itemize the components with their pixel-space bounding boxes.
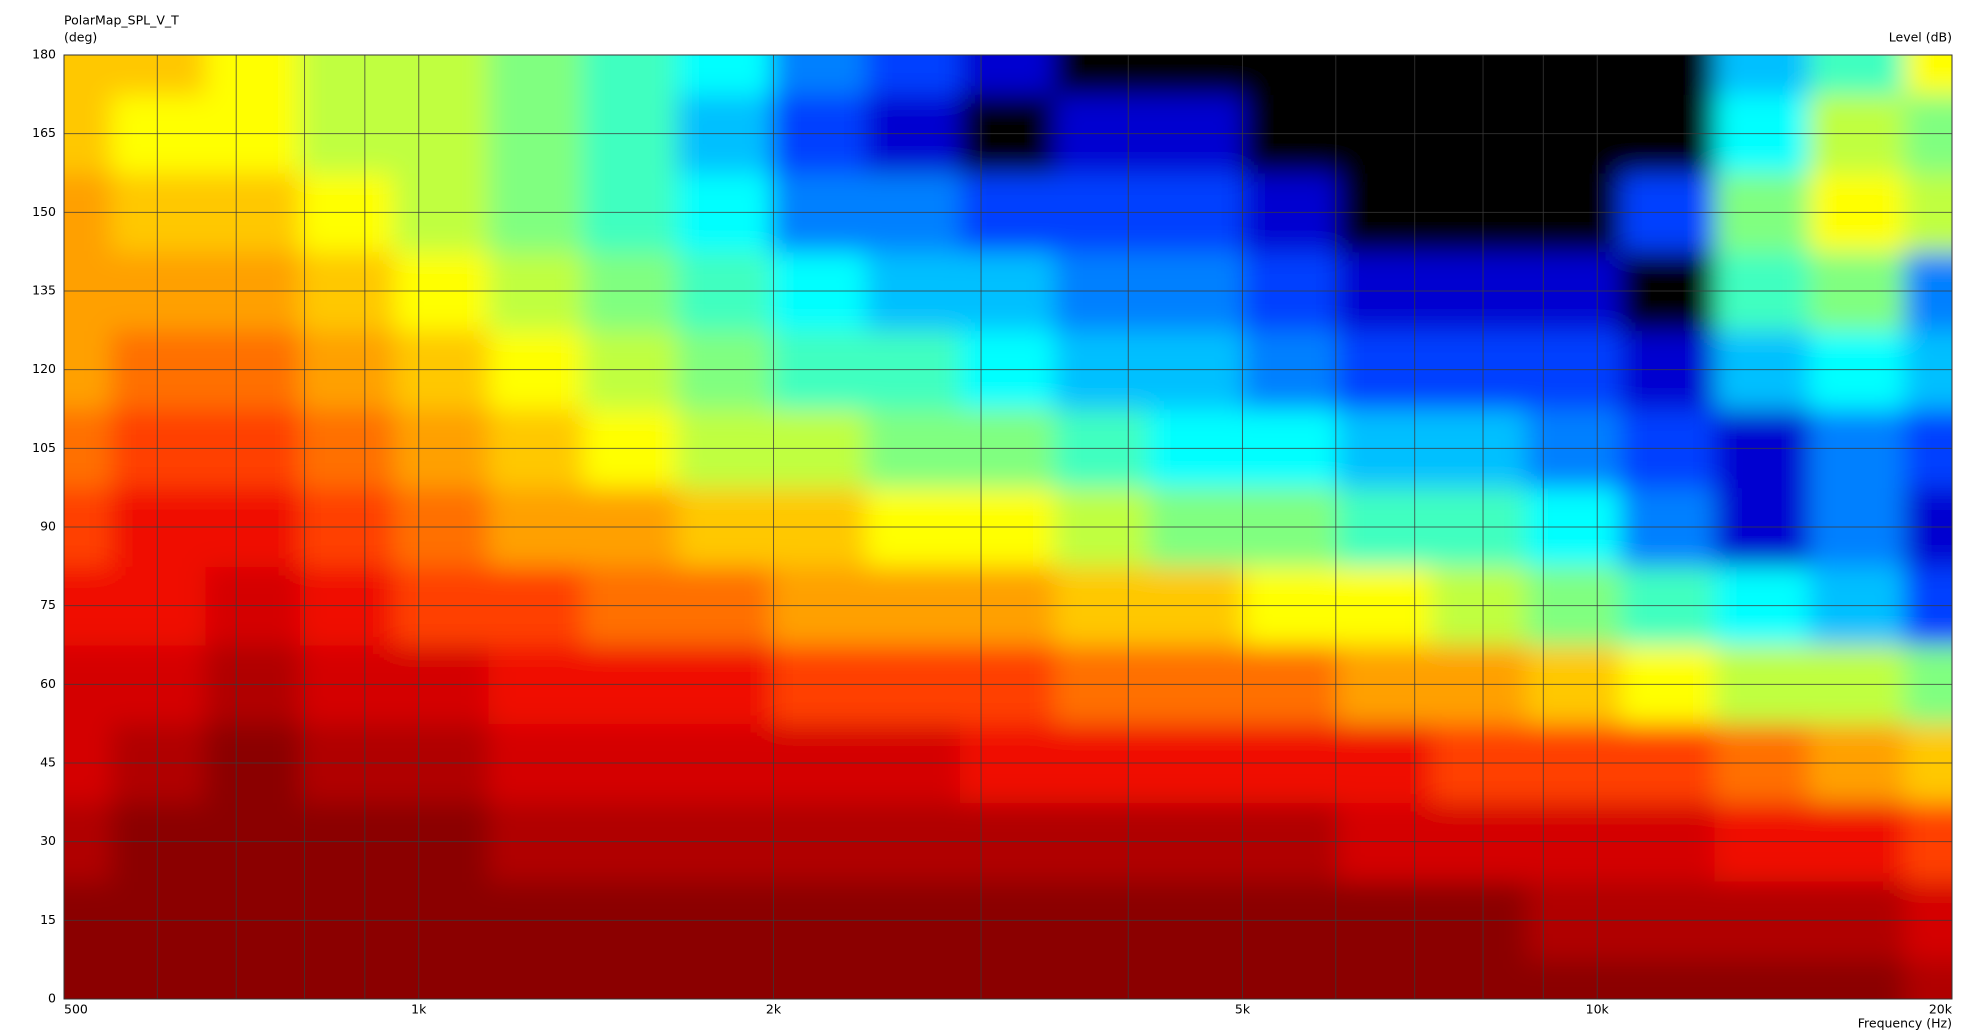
heat-cell [488,55,584,95]
y-tick-label: 30 [40,833,56,848]
y-tick-label: 75 [40,597,56,612]
heat-cell [1337,55,1433,95]
heat-cell [1714,959,1810,999]
heat-cell [1431,55,1527,95]
heat-cell [865,959,961,999]
y-axis-label: (deg) [64,30,97,45]
heat-cell [205,55,301,95]
x-tick-label: 1k [411,1002,427,1017]
heat-cell [1431,959,1527,999]
heat-cell [1243,959,1338,999]
heat-cell [677,55,773,95]
x-tick-label: 20k [1929,1002,1953,1017]
heat-cell [1148,55,1244,95]
heat-cell [394,55,490,95]
heat-cell [1526,959,1621,999]
heat-cell [1809,959,1905,999]
heat-cell [299,55,395,95]
heat-cell [960,959,1055,999]
heat-cell [64,959,112,999]
plot-area [64,55,1952,999]
y-tick-label: 90 [40,519,56,534]
heat-cell [1337,959,1433,999]
y-tick-label: 105 [32,440,56,455]
heat-cell [582,55,678,95]
heat-cell [1054,959,1150,999]
heat-cell [1904,959,1952,999]
heat-cell [771,959,867,999]
plot-frame [63,54,1953,1000]
x-tick-label: 500 [64,1002,88,1017]
heat-cell [1620,55,1716,95]
y-tick-label: 165 [32,125,56,140]
x-tick-label: 5k [1235,1002,1251,1017]
heat-cell [1714,55,1810,95]
heat-cell [394,959,490,999]
heat-cell [582,959,678,999]
heat-cell [64,55,112,95]
heat-cell [111,959,206,999]
heat-cell [960,55,1055,95]
x-tick-label: 2k [766,1002,782,1017]
heat-cell [865,55,961,95]
heat-cell [677,959,773,999]
heat-cell [1620,959,1716,999]
y-tick-label: 135 [32,283,56,298]
heat-cell [205,959,301,999]
heat-cell [1054,55,1150,95]
y-tick-label: 120 [32,361,56,376]
heat-cell [771,55,867,95]
y-tick-label: 150 [32,204,56,219]
y-tick-label: 180 [32,47,56,62]
heat-cell [111,55,206,95]
heat-cell [488,959,584,999]
heat-cell [1809,55,1905,95]
y-tick-label: 45 [40,755,56,770]
heatmap-cells [64,55,1952,999]
y-tick-label: 60 [40,676,56,691]
y-tick-label: 0 [48,991,56,1006]
heat-cell [1904,55,1952,95]
colorbar-label: Level (dB) [1889,30,1952,45]
heat-cell [1148,959,1244,999]
heat-cell [1526,55,1621,95]
x-axis-label: Frequency (Hz) [1858,1016,1952,1031]
chart-title: PolarMap_SPL_V_T [64,13,179,28]
x-tick-label: 10k [1586,1002,1610,1017]
heat-cell [1243,55,1338,95]
heat-cell [299,959,395,999]
y-tick-label: 15 [40,912,56,927]
